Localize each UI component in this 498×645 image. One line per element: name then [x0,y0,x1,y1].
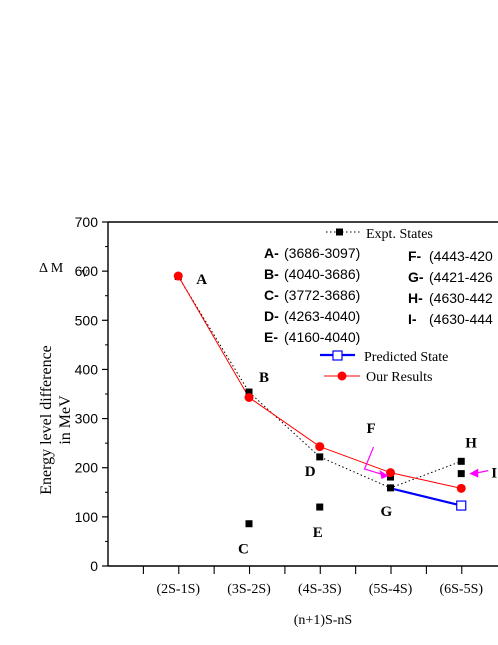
y-tick-label-200: 200 [75,460,99,476]
tick-labels: 0 100 200 300 400 500 600 700 (2S-1S) (3S-2S) (4S-… [75,214,484,597]
expt-point-2 [245,388,253,396]
axis-titles: (n+1)S-nS Energy level difference in MeV Δ … [38,261,352,628]
y-tick-label-500: 500 [75,312,99,328]
x-tick-label-2: (3S-2S) [227,582,271,597]
y-tick-label-0: 0 [90,558,98,574]
y-tick-label-700: 700 [75,214,99,230]
legend-range-label-3: C- [264,287,279,303]
legend-range-value-5: (4160-4040) [284,329,360,345]
y-tick-label-300: 300 [75,411,99,427]
legend-expt-label: Expt. States [366,227,433,242]
predicted-point [456,500,467,511]
point-label-B: B [259,370,269,386]
x-tick-label-4: (5S-4S) [369,582,413,597]
annotation-arrow-f [363,446,385,476]
legend-range-value-6: (4443-420 [429,248,493,264]
x-tick-label-3: (4S-3S) [298,582,342,597]
expt-extra-point-2 [316,503,324,511]
legend-range-value-2: (4040-3686) [284,266,360,282]
legend-range-value-1: (3686-3097) [284,245,360,261]
our-results-point-1 [173,271,183,281]
legend-range-value-8: (4630-442 [429,290,493,306]
y-axis-title-line-2: in MeV [57,395,74,445]
x-axis-title: (n+1)S-nS [294,613,352,628]
legend-range-label-8: H- [408,290,423,306]
legend-expt-marker [336,228,343,236]
series-line-predicted-state [390,487,462,507]
point-label-H: H [465,435,477,451]
point-labels: A B C D E F G HI [196,272,497,558]
point-label-G: G [381,504,393,520]
legend: Expt. States A- (3686-3097) B- (4040-3686) C-… [264,227,493,385]
legend-range-label-4: D- [264,308,279,324]
y-axis-symbol: Δ M [39,261,64,276]
legend-range-value-3: (3772-3686) [284,287,360,303]
legend-ours-label: Our Results [366,370,433,385]
y-tick-label-100: 100 [75,509,99,525]
legend-predicted-label: Predicted State [364,350,448,365]
x-tick-label-5: (6S-5S) [439,582,483,597]
point-label-C: C [238,542,249,558]
expt-point-3 [316,453,324,461]
expt-point-5 [457,457,465,465]
y-axis-title-line-1: Energy level difference [38,345,55,495]
y-axis-symbol-subscript: V [81,269,89,280]
legend-range-label-9: I- [408,311,417,327]
legend-range-label-6: F- [408,248,422,264]
y-tick-label-600: 600 [75,263,99,279]
legend-range-label-2: B- [264,266,279,282]
legend-range-value-4: (4263-4040) [284,308,360,324]
legend-predicted-marker [332,350,343,361]
legend-range-label-1: A- [264,245,279,261]
axes [102,221,498,574]
legend-ours-marker [337,371,347,381]
expt-extra-point-4 [457,470,465,478]
legend-range-value-9: (4630-444 [429,311,493,327]
annotation-arrowhead-f [379,470,389,480]
legend-range-label-5: E- [264,329,278,345]
our-results-point-2 [244,392,254,402]
point-label-E: E [313,525,323,541]
point-label-F: F [367,421,376,437]
point-label-D: D [305,464,316,480]
our-results-point-3 [315,442,325,452]
series [173,271,467,528]
expt-point-4 [387,484,394,492]
our-results-point-5 [456,483,466,493]
point-label-A: A [196,272,207,288]
legend-range-value-7: (4421-426 [429,269,493,285]
annotation-arrowhead-i [469,468,479,478]
y-tick-label-400: 400 [75,361,99,377]
our-results-point-4 [386,468,395,478]
expt-extra-point-1 [245,520,253,528]
point-label-I: I [491,466,497,482]
x-tick-label-1: (2S-1S) [156,582,200,597]
legend-range-label-7: G- [408,269,424,285]
